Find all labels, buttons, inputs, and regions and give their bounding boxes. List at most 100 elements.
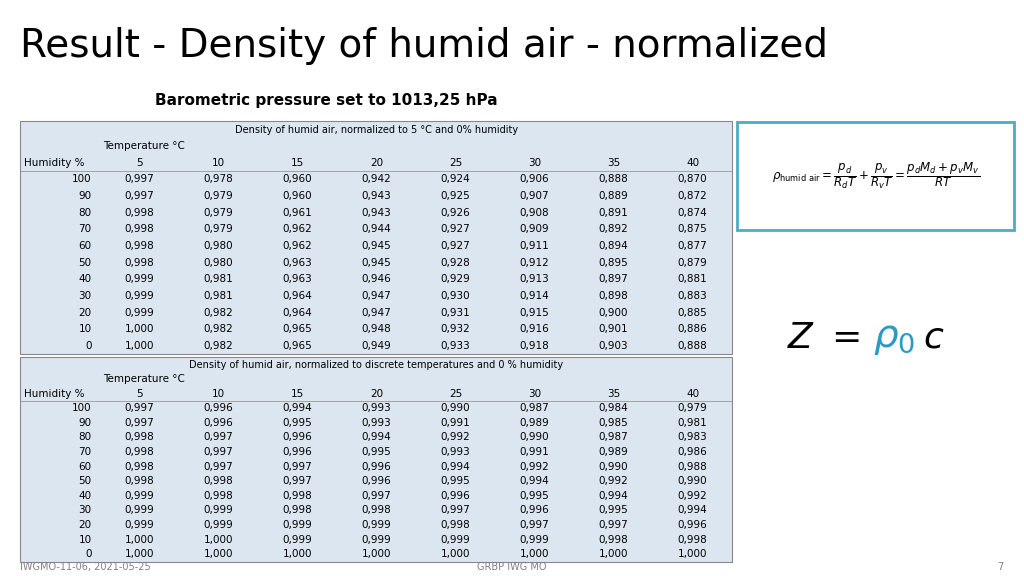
Text: 0,898: 0,898 bbox=[599, 291, 629, 301]
Text: 0,993: 0,993 bbox=[361, 403, 391, 413]
Text: 0,879: 0,879 bbox=[678, 257, 708, 268]
Text: 0,994: 0,994 bbox=[678, 506, 708, 516]
Text: 0,932: 0,932 bbox=[440, 324, 470, 334]
Text: 0,997: 0,997 bbox=[204, 447, 233, 457]
Text: 0,978: 0,978 bbox=[204, 175, 233, 184]
Text: 1,000: 1,000 bbox=[204, 550, 232, 559]
Text: 0,999: 0,999 bbox=[124, 506, 154, 516]
Text: 0,994: 0,994 bbox=[599, 491, 629, 501]
Text: 90: 90 bbox=[79, 418, 92, 428]
Text: 0,990: 0,990 bbox=[519, 433, 549, 442]
Text: 0,987: 0,987 bbox=[599, 433, 629, 442]
Text: 0,947: 0,947 bbox=[361, 308, 391, 317]
Text: 0,998: 0,998 bbox=[124, 476, 154, 486]
Text: 0,916: 0,916 bbox=[519, 324, 549, 334]
Text: 0,962: 0,962 bbox=[283, 241, 312, 251]
Text: 0,999: 0,999 bbox=[519, 535, 549, 545]
Text: 0,997: 0,997 bbox=[599, 520, 629, 530]
Text: 0,991: 0,991 bbox=[519, 447, 549, 457]
Text: 0,943: 0,943 bbox=[361, 191, 391, 201]
Text: 1,000: 1,000 bbox=[124, 535, 154, 545]
Text: 0,927: 0,927 bbox=[440, 241, 470, 251]
Text: 40: 40 bbox=[79, 491, 92, 501]
Text: 0,892: 0,892 bbox=[599, 224, 629, 234]
Text: 0,912: 0,912 bbox=[519, 257, 549, 268]
Text: 0,998: 0,998 bbox=[361, 506, 391, 516]
Text: 0,999: 0,999 bbox=[204, 520, 233, 530]
Text: 0,964: 0,964 bbox=[283, 291, 312, 301]
Text: 0,933: 0,933 bbox=[440, 341, 470, 351]
Text: 60: 60 bbox=[79, 461, 92, 472]
Text: 0,999: 0,999 bbox=[440, 535, 470, 545]
Text: 0,981: 0,981 bbox=[204, 291, 233, 301]
Text: 0,993: 0,993 bbox=[361, 418, 391, 428]
Text: 40: 40 bbox=[686, 158, 699, 168]
Text: 0,907: 0,907 bbox=[519, 191, 549, 201]
Text: 0,961: 0,961 bbox=[283, 207, 312, 218]
Text: 0,908: 0,908 bbox=[519, 207, 549, 218]
Text: Humidity %: Humidity % bbox=[25, 158, 85, 168]
Text: 1,000: 1,000 bbox=[204, 535, 232, 545]
Text: 0,897: 0,897 bbox=[599, 274, 629, 285]
Text: 70: 70 bbox=[79, 224, 92, 234]
Text: 0,995: 0,995 bbox=[283, 418, 312, 428]
Text: 0,888: 0,888 bbox=[599, 175, 629, 184]
Text: 0,999: 0,999 bbox=[283, 520, 312, 530]
Text: 0,998: 0,998 bbox=[599, 535, 629, 545]
Text: 0,996: 0,996 bbox=[204, 403, 233, 413]
Text: 0,911: 0,911 bbox=[519, 241, 549, 251]
Text: 0,964: 0,964 bbox=[283, 308, 312, 317]
Text: 0,996: 0,996 bbox=[283, 433, 312, 442]
Text: 0,901: 0,901 bbox=[599, 324, 629, 334]
Text: 0,877: 0,877 bbox=[678, 241, 708, 251]
Text: 0,981: 0,981 bbox=[204, 274, 233, 285]
Text: 0,998: 0,998 bbox=[124, 257, 154, 268]
Text: 0,990: 0,990 bbox=[440, 403, 470, 413]
Text: 0,944: 0,944 bbox=[361, 224, 391, 234]
Text: 0,997: 0,997 bbox=[440, 506, 470, 516]
Text: 100: 100 bbox=[72, 403, 92, 413]
Text: 0,875: 0,875 bbox=[678, 224, 708, 234]
Text: 0,979: 0,979 bbox=[204, 207, 233, 218]
Text: 0,914: 0,914 bbox=[519, 291, 549, 301]
Text: 30: 30 bbox=[79, 291, 92, 301]
Text: 0,948: 0,948 bbox=[361, 324, 391, 334]
Text: 0,985: 0,985 bbox=[599, 418, 629, 428]
Text: 0,992: 0,992 bbox=[519, 461, 549, 472]
Text: 0,991: 0,991 bbox=[440, 418, 470, 428]
Text: 40: 40 bbox=[686, 389, 699, 399]
Text: 0,997: 0,997 bbox=[124, 175, 154, 184]
Text: 1,000: 1,000 bbox=[361, 550, 391, 559]
Text: 0,963: 0,963 bbox=[283, 274, 312, 285]
Text: 0,963: 0,963 bbox=[283, 257, 312, 268]
Text: 0,996: 0,996 bbox=[519, 506, 549, 516]
Text: 25: 25 bbox=[449, 389, 462, 399]
Text: 0: 0 bbox=[85, 550, 92, 559]
Text: 0,992: 0,992 bbox=[440, 433, 470, 442]
Text: 0,994: 0,994 bbox=[519, 476, 549, 486]
Text: 0,909: 0,909 bbox=[519, 224, 549, 234]
Text: 50: 50 bbox=[79, 476, 92, 486]
FancyBboxPatch shape bbox=[737, 122, 1014, 230]
Text: 0,979: 0,979 bbox=[204, 224, 233, 234]
Text: 0,994: 0,994 bbox=[283, 403, 312, 413]
Text: 0,998: 0,998 bbox=[283, 491, 312, 501]
Text: 0,998: 0,998 bbox=[124, 461, 154, 472]
Text: 0,889: 0,889 bbox=[599, 191, 629, 201]
Text: 0,998: 0,998 bbox=[204, 491, 233, 501]
Text: 0,995: 0,995 bbox=[599, 506, 629, 516]
Text: 0,996: 0,996 bbox=[283, 447, 312, 457]
Text: $\rho_0$: $\rho_0$ bbox=[872, 319, 914, 357]
Text: 0,999: 0,999 bbox=[283, 535, 312, 545]
Text: 0,894: 0,894 bbox=[599, 241, 629, 251]
Text: 0,989: 0,989 bbox=[519, 418, 549, 428]
Text: 0,945: 0,945 bbox=[361, 241, 391, 251]
Text: 0,998: 0,998 bbox=[204, 476, 233, 486]
Text: 0,999: 0,999 bbox=[204, 506, 233, 516]
Text: 0,943: 0,943 bbox=[361, 207, 391, 218]
Text: Density of humid air, normalized to 5 °C and 0% humidity: Density of humid air, normalized to 5 °C… bbox=[234, 125, 518, 135]
Text: 40: 40 bbox=[79, 274, 92, 285]
Text: 90: 90 bbox=[79, 191, 92, 201]
Text: 0,996: 0,996 bbox=[440, 491, 470, 501]
Text: 0,945: 0,945 bbox=[361, 257, 391, 268]
